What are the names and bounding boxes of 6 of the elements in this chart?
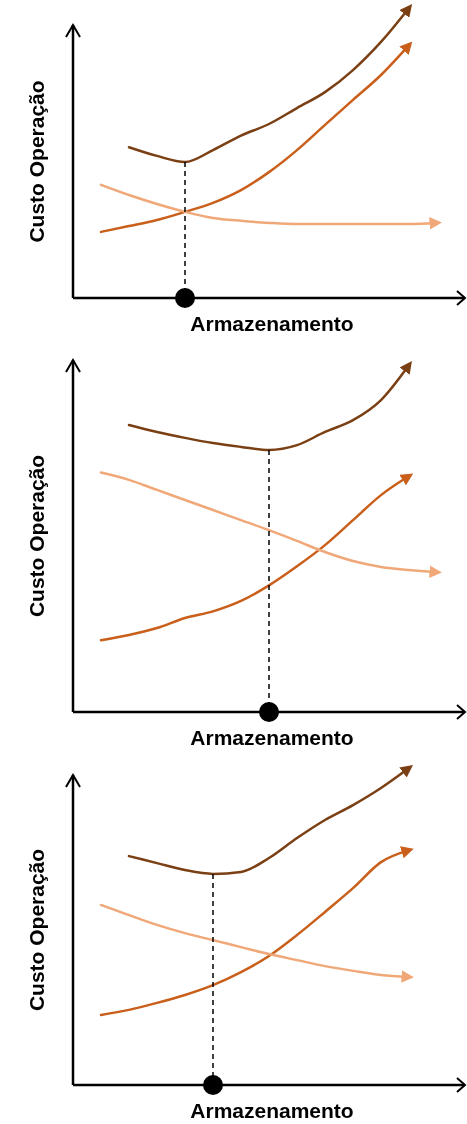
x-axis-title: Armazenamento bbox=[190, 312, 354, 335]
x-axis-title: Armazenamento bbox=[190, 1099, 354, 1122]
y-axis-title: Custo Operação bbox=[25, 848, 48, 1012]
y-axis-title: Custo Operação bbox=[25, 454, 48, 618]
x-axis-title: Armazenamento bbox=[190, 726, 354, 749]
y-axis-title: Custo Operação bbox=[25, 80, 48, 243]
